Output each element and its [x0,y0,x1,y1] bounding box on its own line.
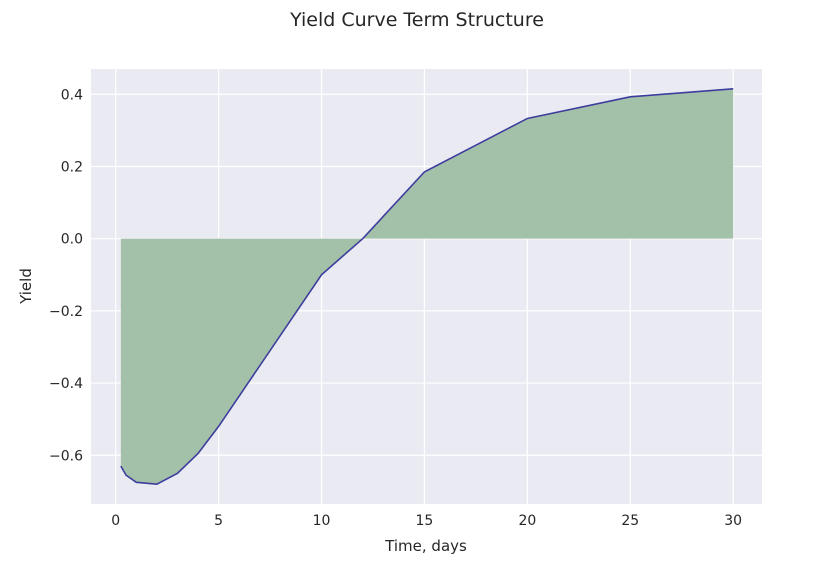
series-line [120,88,734,485]
x-tick-label: 30 [724,513,742,529]
x-tick-label: 15 [416,513,434,529]
y-tick-label: 0.0 [61,232,83,248]
x-axis-label: Time, days [384,537,467,555]
y-tick-label: 0.2 [61,159,83,175]
x-tick-label: 0 [111,513,120,529]
y-axis-ticks: 0.4 0.2 0.0 −0.2 −0.4 −0.6 [49,87,83,464]
y-tick-label: 0.4 [61,87,83,103]
x-tick-label: 10 [313,513,331,529]
y-tick-label: −0.4 [49,376,83,392]
x-tick-label: 20 [518,513,536,529]
y-axis-label: Yield [17,268,35,305]
chart-title: Yield Curve Term Structure [289,9,544,31]
y-tick-label: −0.2 [49,304,83,320]
x-axis-ticks: 0 5 10 15 20 25 30 [111,513,742,529]
y-tick-label: −0.6 [49,448,83,464]
x-tick-label: 25 [621,513,639,529]
x-tick-label: 5 [214,513,223,529]
area-fill [120,88,734,485]
